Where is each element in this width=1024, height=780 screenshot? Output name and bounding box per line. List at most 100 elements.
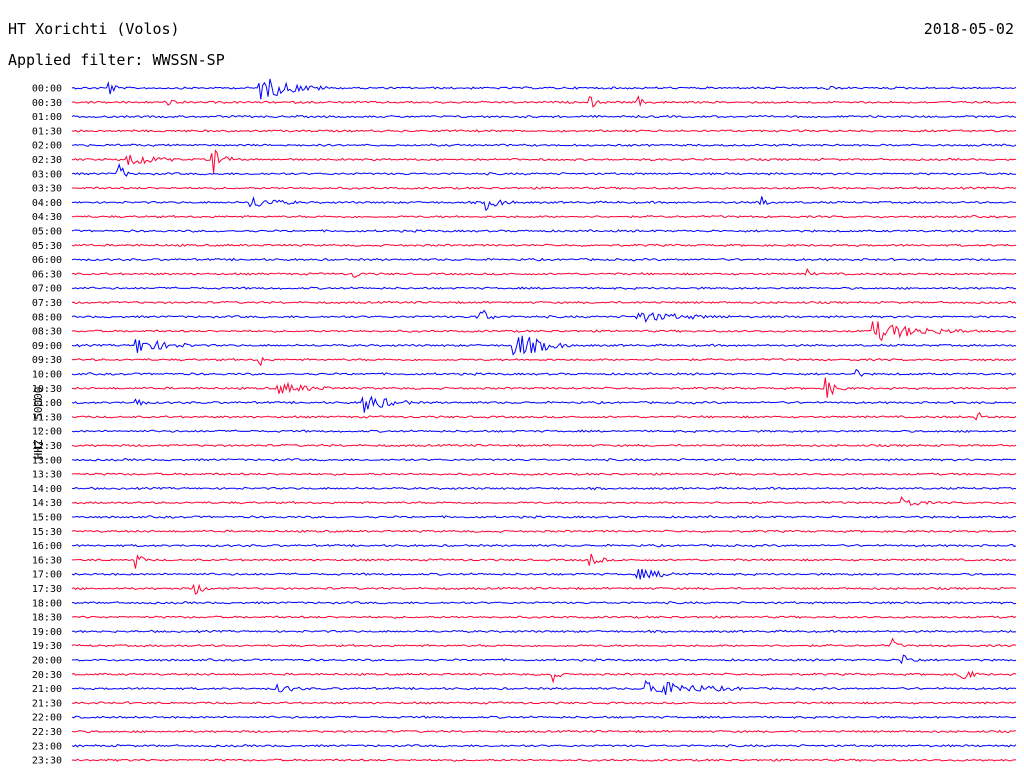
trace-0430 [71, 214, 1017, 219]
trace-1230 [71, 443, 1017, 448]
time-label-1130: 11:30 [32, 412, 62, 423]
trace-0600 [71, 257, 1017, 262]
trace-group [71, 78, 1017, 762]
time-label-1930: 19:30 [32, 641, 62, 652]
trace-2000 [71, 654, 1017, 665]
trace-0700 [71, 286, 1017, 290]
trace-2330 [71, 758, 1017, 762]
station-title: HT Xorichti (Volos) [8, 20, 180, 38]
time-label-1430: 14:30 [32, 498, 62, 509]
trace-0130 [71, 129, 1017, 133]
trace-2200 [71, 715, 1017, 719]
trace-0900 [71, 335, 1017, 356]
time-label-0600: 06:00 [32, 255, 62, 266]
time-label-0400: 04:00 [32, 198, 62, 209]
time-label-2200: 22:00 [32, 713, 62, 724]
time-label-0200: 02:00 [32, 141, 62, 152]
trace-1830 [71, 615, 1017, 619]
trace-0100 [71, 114, 1017, 119]
trace-0200 [71, 143, 1017, 147]
trace-0530 [71, 243, 1017, 247]
time-label-0830: 08:30 [32, 327, 62, 338]
time-label-0930: 09:30 [32, 355, 62, 366]
trace-0830 [71, 321, 1017, 342]
time-label-group: 00:00 00:30 01:00 01:30 02:00 02:30 03:00 03:30… [32, 84, 62, 767]
time-label-1030: 10:30 [32, 384, 62, 395]
trace-1900 [71, 629, 1017, 634]
trace-1000 [71, 368, 1017, 377]
time-label-1200: 12:00 [32, 427, 62, 438]
trace-0800 [71, 309, 1017, 323]
time-label-1500: 15:00 [32, 513, 62, 524]
trace-1730 [71, 583, 1017, 595]
time-label-1630: 16:30 [32, 555, 62, 566]
trace-0330 [71, 186, 1017, 190]
trace-1200 [71, 429, 1017, 433]
trace-1630 [72, 553, 1017, 569]
time-label-0030: 00:30 [32, 98, 62, 109]
time-label-0630: 06:30 [32, 269, 62, 280]
time-label-2100: 21:00 [32, 684, 62, 695]
trace-1400 [71, 486, 1017, 491]
trace-0400 [71, 195, 1017, 212]
trace-1800 [71, 601, 1017, 605]
trace-0500 [71, 229, 1017, 233]
time-label-0000: 00:00 [32, 84, 62, 95]
trace-1430 [71, 495, 1017, 506]
date-label: 2018-05-02 [923, 20, 1014, 38]
time-label-0700: 07:00 [32, 284, 62, 295]
trace-2300 [71, 744, 1017, 748]
time-label-0130: 01:30 [32, 126, 62, 137]
time-label-1830: 18:30 [32, 613, 62, 624]
time-label-0900: 09:00 [32, 341, 62, 352]
time-label-0800: 08:00 [32, 312, 62, 323]
trace-0630 [71, 267, 1017, 278]
time-label-1600: 16:00 [32, 541, 62, 552]
time-label-1800: 18:00 [32, 598, 62, 609]
trace-1700 [71, 568, 1016, 580]
time-label-1400: 14:00 [32, 484, 62, 495]
time-label-1000: 10:00 [32, 370, 62, 381]
trace-1530 [71, 529, 1017, 533]
trace-1500 [72, 515, 1017, 519]
trace-0730 [71, 300, 1017, 305]
trace-2100 [71, 679, 1017, 696]
time-label-0500: 05:00 [32, 227, 62, 238]
time-label-0100: 01:00 [32, 112, 62, 123]
trace-0030 [71, 95, 1017, 108]
trace-1100 [71, 395, 1017, 413]
time-label-2230: 22:30 [32, 727, 62, 738]
time-label-1300: 13:00 [32, 455, 62, 466]
time-label-0730: 07:30 [32, 298, 62, 309]
time-label-2000: 20:00 [32, 656, 62, 667]
trace-2230 [71, 729, 1016, 734]
time-label-2030: 20:30 [32, 670, 62, 681]
time-label-0430: 04:30 [32, 212, 62, 223]
trace-2030 [71, 670, 1017, 684]
time-label-1230: 12:30 [32, 441, 62, 452]
trace-0230 [71, 149, 1017, 174]
time-label-0300: 03:00 [32, 169, 62, 180]
time-label-0230: 02:30 [32, 155, 62, 166]
time-label-1330: 13:30 [32, 470, 62, 481]
filter-label: Applied filter: WWSSN-SP [8, 51, 225, 69]
time-label-2330: 23:30 [32, 756, 62, 767]
time-label-2300: 23:00 [32, 741, 62, 752]
trace-1130 [71, 411, 1017, 421]
trace-1930 [71, 637, 1017, 648]
trace-0300 [71, 163, 1016, 177]
time-label-1730: 17:30 [32, 584, 62, 595]
trace-0930 [71, 356, 1017, 367]
trace-0000 [71, 78, 1017, 100]
time-label-1900: 19:00 [32, 627, 62, 638]
time-label-0330: 03:30 [32, 184, 62, 195]
trace-1330 [71, 472, 1017, 476]
time-label-0530: 05:30 [32, 241, 62, 252]
trace-1030 [71, 377, 1017, 398]
trace-2130 [71, 701, 1017, 705]
time-label-2130: 21:30 [32, 698, 62, 709]
time-label-1530: 15:30 [32, 527, 62, 538]
time-label-1100: 11:00 [32, 398, 62, 409]
trace-1600 [71, 543, 1017, 548]
